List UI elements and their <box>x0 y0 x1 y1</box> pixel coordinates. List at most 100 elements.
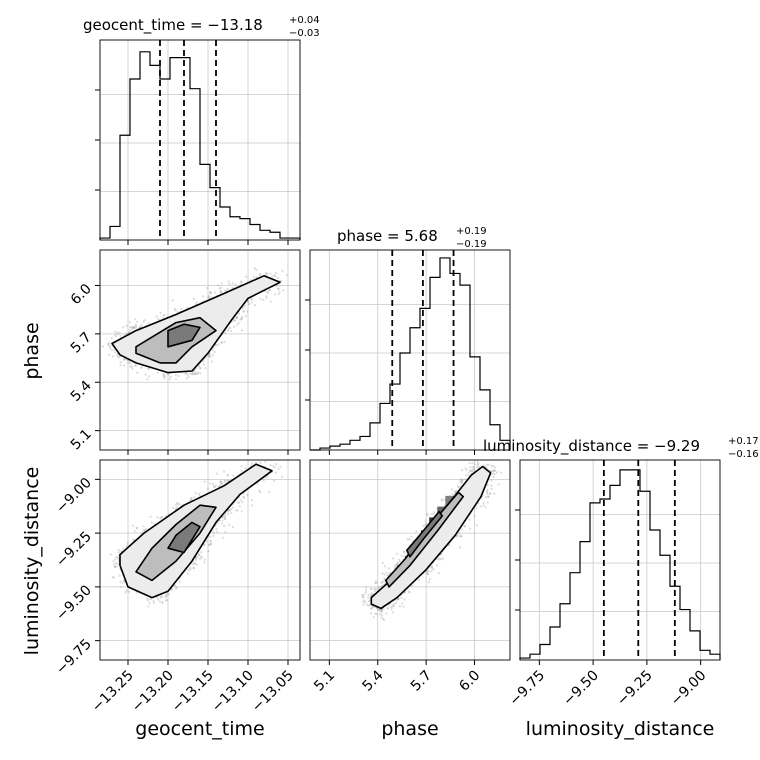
scatter-point <box>426 570 429 573</box>
scatter-point <box>214 484 217 487</box>
scatter-point <box>124 358 127 361</box>
scatter-point <box>164 596 167 599</box>
scatter-point <box>374 612 377 615</box>
scatter-point <box>199 372 202 375</box>
scatter-point <box>119 580 122 583</box>
scatter-point <box>273 274 276 277</box>
scatter-point <box>114 333 117 336</box>
scatter-point <box>219 286 223 289</box>
x-tick-label-phase: 5.1 <box>311 668 338 695</box>
scatter-point <box>163 373 166 376</box>
scatter-point <box>168 377 171 381</box>
scatter-point <box>450 488 454 491</box>
scatter-point <box>144 373 147 376</box>
scatter-point <box>212 485 216 488</box>
scatter-point <box>265 273 268 276</box>
scatter-point <box>430 570 433 573</box>
scatter-point <box>244 315 247 318</box>
xlabel-phase: phase <box>381 718 438 740</box>
scatter-point <box>398 560 401 563</box>
scatter-point <box>490 487 493 490</box>
scatter-point <box>471 465 474 468</box>
scatter-point <box>467 472 470 475</box>
scatter-point <box>408 591 411 594</box>
scatter-point <box>459 534 462 538</box>
scatter-point <box>428 578 431 581</box>
scatter-point <box>128 321 131 324</box>
scatter-point <box>401 602 404 605</box>
scatter-point <box>375 612 378 616</box>
scatter-point <box>243 305 246 308</box>
scatter-point <box>277 287 280 290</box>
scatter-point <box>387 607 390 610</box>
scatter-point <box>166 592 169 595</box>
scatter-point <box>281 269 284 272</box>
scatter-point <box>159 517 162 520</box>
scatter-point <box>173 307 176 311</box>
scatter-point <box>198 553 201 556</box>
scatter-point <box>228 509 231 512</box>
title-geocent-time-sub: −0.03 <box>289 28 320 39</box>
scatter-point <box>198 558 201 561</box>
scatter-point <box>147 605 150 608</box>
scatter-point <box>108 347 112 350</box>
scatter-point <box>230 330 233 333</box>
scatter-point <box>219 480 223 483</box>
scatter-point <box>394 602 397 605</box>
x-tick-label-luminosity_distance: −9.25 <box>614 668 656 710</box>
scatter-point <box>192 567 195 570</box>
scatter-point <box>113 563 116 566</box>
scatter-point <box>427 570 430 573</box>
scatter-point <box>177 503 180 506</box>
scatter-point <box>396 552 399 556</box>
scatter-point <box>142 525 145 528</box>
scatter-point <box>129 325 132 328</box>
scatter-point <box>116 556 119 559</box>
scatter-point <box>175 501 178 505</box>
scatter-point <box>271 275 274 278</box>
scatter-point <box>217 284 220 287</box>
scatter-point <box>230 511 233 515</box>
scatter-point <box>469 466 472 469</box>
scatter-point <box>126 540 130 544</box>
scatter-point <box>187 375 190 378</box>
scatter-point <box>221 536 225 539</box>
scatter-point <box>255 268 258 271</box>
scatter-point <box>208 353 212 356</box>
panel-frame-r2c0 <box>99 459 301 661</box>
scatter-point <box>165 594 168 597</box>
title-phase-sub: −0.19 <box>456 239 487 250</box>
y-tick-label-phase: 5.1 <box>68 426 95 453</box>
scatter-point <box>204 367 207 370</box>
scatter-point <box>265 296 268 299</box>
scatter-point <box>142 320 145 323</box>
scatter-point <box>206 487 209 490</box>
scatter-point <box>455 535 458 538</box>
scatter-point <box>195 301 199 304</box>
scatter-point <box>262 479 265 482</box>
scatter-point <box>380 614 383 617</box>
scatter-point <box>427 581 430 584</box>
scatter-point <box>497 483 500 486</box>
scatter-point <box>198 494 201 497</box>
scatter-point <box>372 606 375 609</box>
scatter-point <box>390 606 393 609</box>
scatter-point <box>440 552 443 556</box>
scatter-point <box>226 473 230 476</box>
scatter-point <box>163 313 166 317</box>
scatter-point <box>379 613 382 616</box>
scatter-point <box>245 275 248 278</box>
scatter-point <box>209 543 212 546</box>
scatter-point <box>189 566 192 570</box>
scatter-point <box>367 593 370 597</box>
scatter-point <box>160 516 163 519</box>
scatter-point <box>479 505 482 508</box>
scatter-point <box>194 372 197 375</box>
scatter-point <box>380 581 383 584</box>
scatter-point <box>146 378 149 381</box>
scatter-point <box>220 291 223 294</box>
scatter-point <box>140 366 143 370</box>
scatter-point <box>235 317 238 320</box>
scatter-point <box>258 489 261 492</box>
scatter-point <box>202 360 205 363</box>
